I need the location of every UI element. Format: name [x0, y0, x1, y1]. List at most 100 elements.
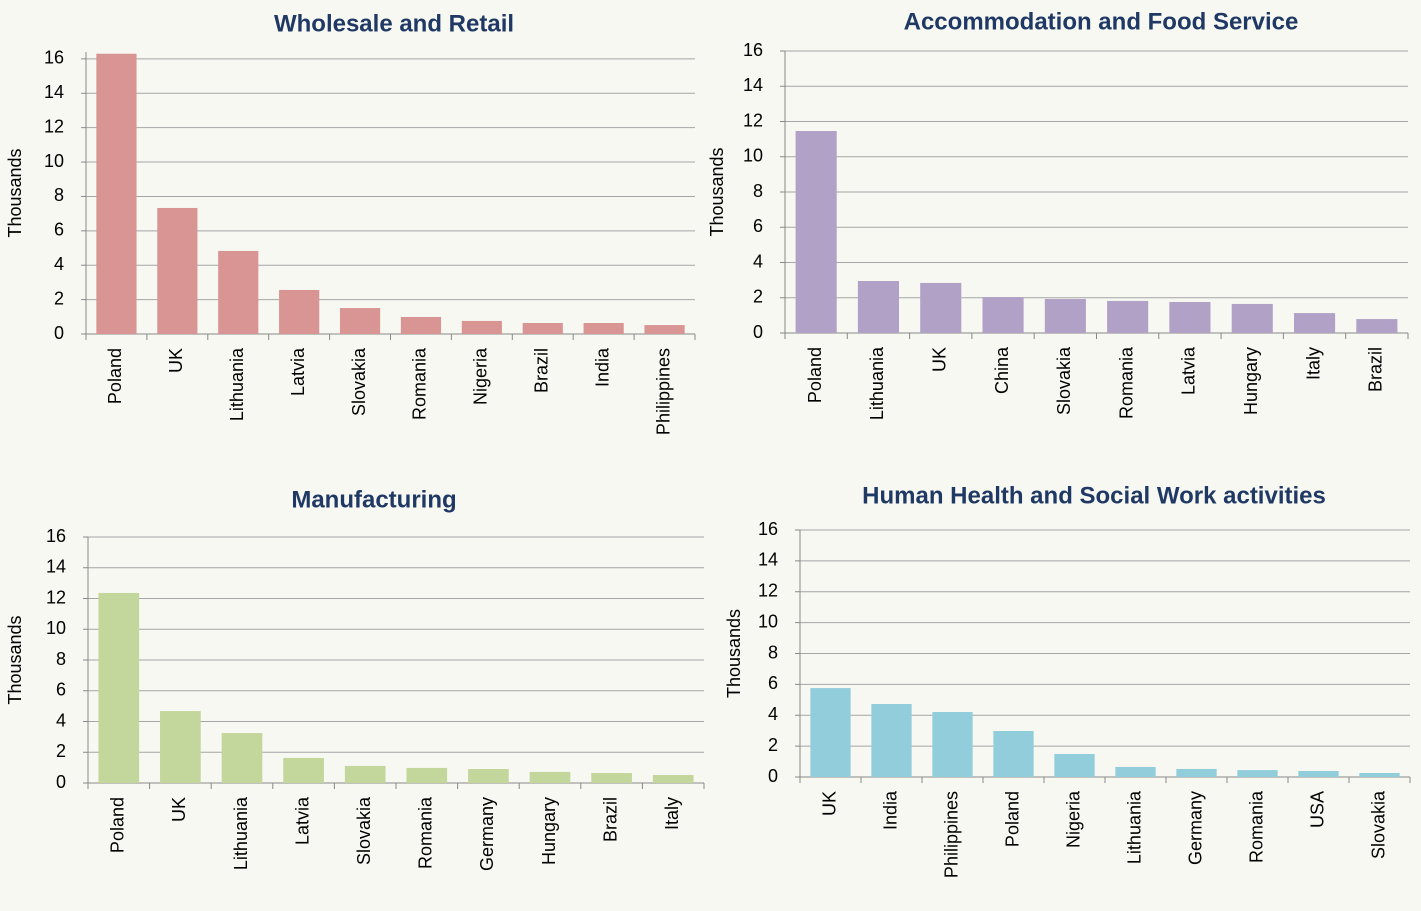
chart-title: Accommodation and Food Service — [904, 8, 1299, 35]
y-axis-label: Thousands — [5, 615, 25, 704]
bar — [1298, 770, 1339, 777]
bar — [644, 325, 685, 334]
x-tick-label: Nigeria — [471, 347, 491, 405]
x-tick-label: Lithuania — [227, 347, 247, 421]
y-tick-label: 4 — [753, 251, 763, 271]
x-tick-label: UK — [819, 791, 839, 816]
x-tick-label: UK — [169, 797, 189, 822]
y-tick-label: 16 — [46, 526, 66, 546]
bar — [461, 320, 502, 334]
bar — [982, 297, 1024, 333]
bar — [1237, 770, 1278, 777]
y-axis-label: Thousands — [707, 147, 727, 236]
y-tick-label: 8 — [753, 181, 763, 201]
bar — [98, 592, 140, 783]
y-tick-label: 0 — [753, 322, 763, 342]
x-tick-label: UK — [166, 348, 186, 373]
y-tick-label: 12 — [46, 587, 66, 607]
x-tick-label: Poland — [108, 797, 128, 853]
x-tick-label: Lithuania — [867, 346, 887, 420]
x-tick-label: Germany — [477, 797, 497, 871]
y-tick-label: 2 — [753, 287, 763, 307]
bar — [218, 250, 259, 334]
y-tick-label: 8 — [768, 642, 778, 662]
y-tick-label: 4 — [54, 254, 64, 274]
bar — [522, 322, 563, 334]
x-tick-label: Lithuania — [1124, 790, 1144, 864]
x-tick-label: Romania — [410, 347, 430, 420]
x-tick-label: Brazil — [1366, 347, 1386, 392]
x-tick-label: Nigeria — [1063, 790, 1083, 848]
bar — [795, 131, 837, 333]
bar — [96, 53, 137, 334]
y-axis-label: Thousands — [5, 148, 25, 237]
x-tick-label: Latvia — [1179, 346, 1199, 395]
x-tick-label: Lithuania — [231, 796, 251, 870]
y-tick-label: 0 — [54, 323, 64, 343]
chart-panel: Human Health and Social Work activities T… — [724, 482, 1411, 878]
x-tick-label: Italy — [1303, 347, 1323, 380]
bar — [1359, 772, 1400, 777]
chart-panel: Accommodation and Food Service Thousands 0… — [707, 8, 1409, 420]
x-tick-label: Romania — [416, 796, 436, 869]
y-tick-label: 14 — [758, 550, 778, 570]
x-tick-label: Brazil — [600, 797, 620, 842]
x-tick-label: UK — [930, 347, 950, 372]
bar — [221, 733, 263, 783]
bar — [1176, 768, 1217, 777]
y-axis-label: Thousands — [724, 609, 744, 698]
bar — [993, 730, 1034, 777]
y-tick-label: 6 — [768, 673, 778, 693]
x-tick-label: India — [592, 347, 612, 387]
y-tick-label: 10 — [758, 611, 778, 631]
x-tick-label: Hungary — [1241, 347, 1261, 415]
bar — [529, 771, 571, 783]
y-tick-label: 10 — [46, 618, 66, 638]
x-tick-label: China — [992, 346, 1012, 394]
y-tick-label: 2 — [768, 735, 778, 755]
x-tick-label: Poland — [805, 347, 825, 403]
x-tick-label: Poland — [105, 348, 125, 404]
x-tick-label: Romania — [1246, 790, 1266, 863]
bar — [279, 289, 320, 334]
y-tick-label: 14 — [44, 82, 64, 102]
bar — [1231, 303, 1273, 333]
bar — [160, 711, 201, 783]
y-tick-label: 8 — [56, 649, 66, 669]
x-tick-label: Germany — [1185, 791, 1205, 865]
x-tick-label: Philippines — [941, 791, 961, 878]
y-tick-label: 2 — [54, 288, 64, 308]
y-tick-label: 12 — [743, 110, 763, 130]
x-tick-label: Slovakia — [1054, 346, 1074, 415]
bar — [1044, 298, 1086, 333]
y-tick-label: 14 — [743, 75, 763, 95]
y-tick-label: 0 — [56, 772, 66, 792]
y-tick-label: 12 — [758, 581, 778, 601]
y-tick-label: 8 — [54, 185, 64, 205]
y-tick-label: 10 — [743, 146, 763, 166]
y-tick-label: 16 — [758, 519, 778, 539]
y-tick-label: 14 — [46, 557, 66, 577]
y-tick-label: 16 — [743, 40, 763, 60]
x-tick-label: Italy — [662, 797, 682, 830]
y-tick-label: 12 — [44, 116, 64, 136]
x-tick-label: Slovakia — [349, 347, 369, 416]
chart-title: Human Health and Social Work activities — [862, 482, 1326, 509]
bar — [400, 316, 442, 334]
y-tick-label: 2 — [56, 741, 66, 761]
bar — [857, 281, 900, 333]
bar — [468, 769, 509, 783]
bar — [406, 767, 448, 783]
bar — [283, 757, 324, 783]
y-tick-label: 6 — [753, 216, 763, 236]
bar — [1356, 319, 1398, 333]
bar — [871, 703, 912, 777]
y-tick-label: 6 — [56, 680, 66, 700]
bar — [591, 773, 632, 783]
x-tick-label: India — [880, 790, 900, 830]
bar — [1293, 313, 1336, 333]
x-tick-label: Latvia — [288, 347, 308, 396]
chart-title: Manufacturing — [291, 486, 456, 513]
y-tick-label: 4 — [768, 704, 778, 724]
